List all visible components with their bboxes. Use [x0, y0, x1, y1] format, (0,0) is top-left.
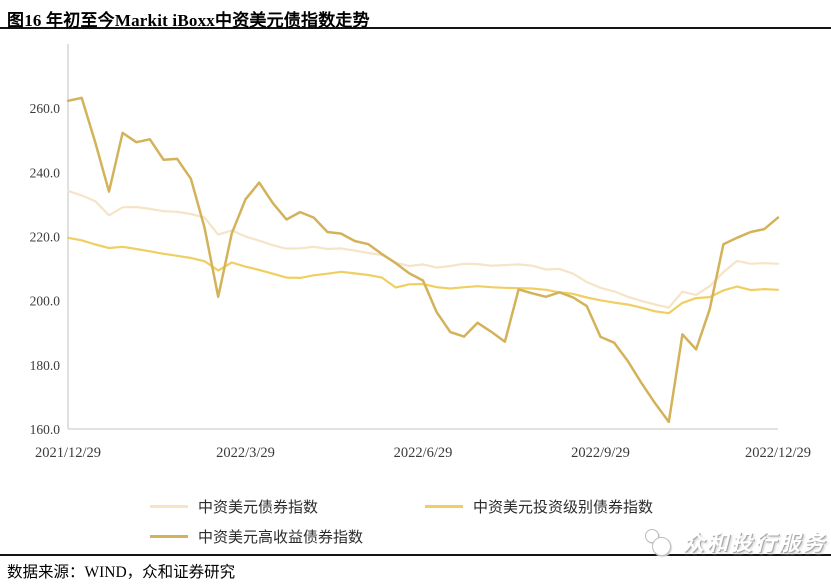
y-tick-label: 240.0 — [30, 165, 61, 180]
legend-row-1: 中资美元债券指数 中资美元投资级别债券指数 — [150, 491, 653, 521]
line-chart: 260.0 240.0 220.0 200.0 180.0 160.0 2021/12/29… — [30, 44, 811, 461]
y-tick-label: 260.0 — [30, 101, 61, 116]
y-tick-label: 200.0 — [30, 294, 61, 309]
legend-swatch-high-yield-index — [150, 534, 188, 538]
x-tick-label: 2022/9/29 — [571, 445, 630, 461]
logo-circle-big — [652, 537, 671, 556]
x-tick-label: 2022/3/29 — [216, 445, 275, 461]
legend-swatch-usd-bond-index — [150, 504, 188, 508]
x-tick-label: 2022/6/29 — [394, 445, 453, 461]
legend-label-high-yield-index: 中资美元高收益债券指数 — [198, 528, 364, 546]
data-source: 数据来源：WIND，众和证券研究 — [7, 564, 236, 581]
chart-legend: 中资美元债券指数 中资美元投资级别债券指数 中资美元高收益债券指数 — [150, 491, 653, 551]
legend-item-high-yield-index: 中资美元高收益债券指数 — [150, 526, 425, 547]
legend-item-usd-bond-index: 中资美元债券指数 — [150, 496, 425, 517]
company-logo-icon — [643, 526, 675, 558]
legend-label-investment-grade-index: 中资美元投资级别债券指数 — [473, 498, 654, 516]
footer-divider — [0, 554, 831, 556]
series-line-2 — [66, 96, 780, 424]
chart-title: 图16 年初至今Markit iBoxx中资美元债指数走势 — [7, 11, 370, 30]
watermark: 众和投行服务 — [643, 525, 827, 559]
x-tick-label: 2022/12/29 — [745, 445, 811, 461]
legend-label-usd-bond-index: 中资美元债券指数 — [198, 498, 319, 516]
series-line-1 — [66, 236, 780, 315]
watermark-text: 众和投行服务 — [683, 532, 827, 555]
legend-row-2: 中资美元高收益债券指数 — [150, 521, 653, 551]
y-tick-label: 160.0 — [30, 422, 61, 437]
y-tick-label: 180.0 — [30, 358, 61, 373]
legend-item-investment-grade-index: 中资美元投资级别债券指数 — [425, 496, 653, 517]
chart-title-block: 图16 年初至今Markit iBoxx中资美元债指数走势 — [0, 0, 831, 30]
series-line-0 — [66, 189, 780, 309]
legend-swatch-investment-grade-index — [425, 504, 463, 508]
y-tick-label: 220.0 — [30, 230, 61, 245]
x-tick-label: 2021/12/29 — [35, 445, 101, 461]
